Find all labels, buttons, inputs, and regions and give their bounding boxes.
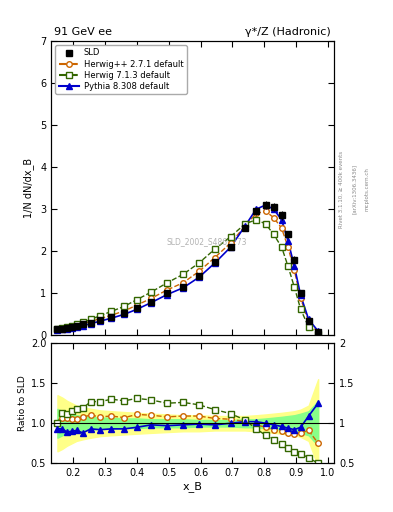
Text: γ*/Z (Hadronic): γ*/Z (Hadronic) [246,27,331,36]
Text: [arXiv:1306.3436]: [arXiv:1306.3436] [352,164,357,215]
Legend: SLD, Herwig++ 2.7.1 default, Herwig 7.1.3 default, Pythia 8.308 default: SLD, Herwig++ 2.7.1 default, Herwig 7.1.… [55,45,187,94]
Y-axis label: Ratio to SLD: Ratio to SLD [18,375,27,431]
Text: SLD_2002_S4869273: SLD_2002_S4869273 [167,237,247,246]
X-axis label: x_B: x_B [183,481,202,492]
Text: mcplots.cern.ch: mcplots.cern.ch [365,167,370,211]
Text: 91 GeV ee: 91 GeV ee [54,27,112,36]
Y-axis label: 1/N dN/dx_B: 1/N dN/dx_B [24,158,35,218]
Text: Rivet 3.1.10, ≥ 400k events: Rivet 3.1.10, ≥ 400k events [339,151,344,228]
